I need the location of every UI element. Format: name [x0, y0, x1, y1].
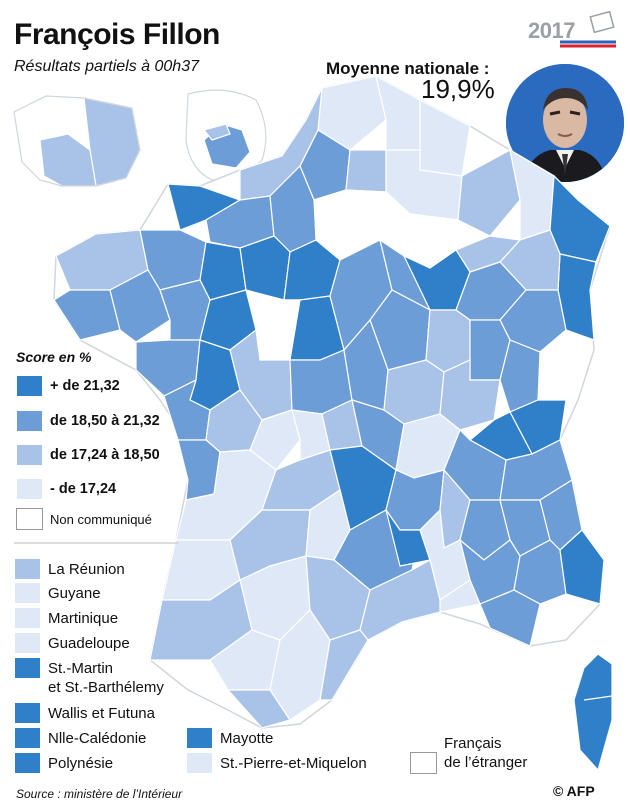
legend-swatch: [16, 375, 43, 397]
map-subtitle: Résultats partiels à 00h37: [14, 58, 199, 75]
legend-swatch: [16, 508, 43, 530]
election-year-badge: 2017: [528, 18, 575, 43]
legend-label: Français de l’étranger: [444, 735, 528, 771]
inset-paris: [185, 89, 267, 181]
legend-swatch: [186, 752, 213, 774]
legend-swatch: [16, 478, 43, 500]
map-title: François Fillon: [14, 18, 220, 51]
legend-label: St.-Pierre-et-Miquelon: [220, 755, 367, 772]
legend-label: St.-Martin et St.-Barthélemy: [48, 660, 164, 696]
legend-swatch: [14, 582, 41, 604]
legend-label: - de 17,24: [50, 481, 117, 497]
legend-swatch: [14, 727, 41, 749]
national-average-label: Moyenne nationale :: [326, 59, 490, 78]
legend-label: Polynésie: [48, 755, 114, 772]
legend-swatch: [16, 410, 43, 432]
legend-label: Guyane: [48, 585, 101, 602]
legend-swatch: [14, 702, 41, 724]
legend-swatch: [186, 727, 213, 749]
legend-swatch: [14, 607, 41, 629]
legend-label: Nlle-Calédonie: [48, 730, 147, 747]
legend-label: Martinique: [48, 610, 119, 627]
legend-swatch: [14, 558, 41, 580]
source-note: Source : ministère de l’Intérieur: [16, 787, 183, 801]
legend-swatch: [16, 444, 43, 466]
legend-label: Wallis et Futuna: [48, 705, 155, 722]
legend-label: La Réunion: [48, 561, 125, 578]
legend-label: + de 21,32: [50, 378, 120, 394]
legend-label: de 17,24 à 18,50: [50, 447, 160, 463]
legend-swatch: [14, 657, 41, 679]
legend-label: Non communiqué: [50, 512, 152, 527]
afp-credit: © AFP: [553, 783, 595, 799]
legend-swatch: [14, 752, 41, 774]
legend-swatch: [410, 752, 437, 774]
legend-title: Score en %: [16, 349, 92, 365]
inset-ile-de-france: [13, 95, 141, 187]
legend-label: Guadeloupe: [48, 635, 130, 652]
national-average-value: 19,9%: [421, 74, 495, 104]
legend-label: de 18,50 à 21,32: [50, 413, 160, 429]
legend-swatch: [14, 632, 41, 654]
legend-label: Mayotte: [220, 730, 274, 747]
